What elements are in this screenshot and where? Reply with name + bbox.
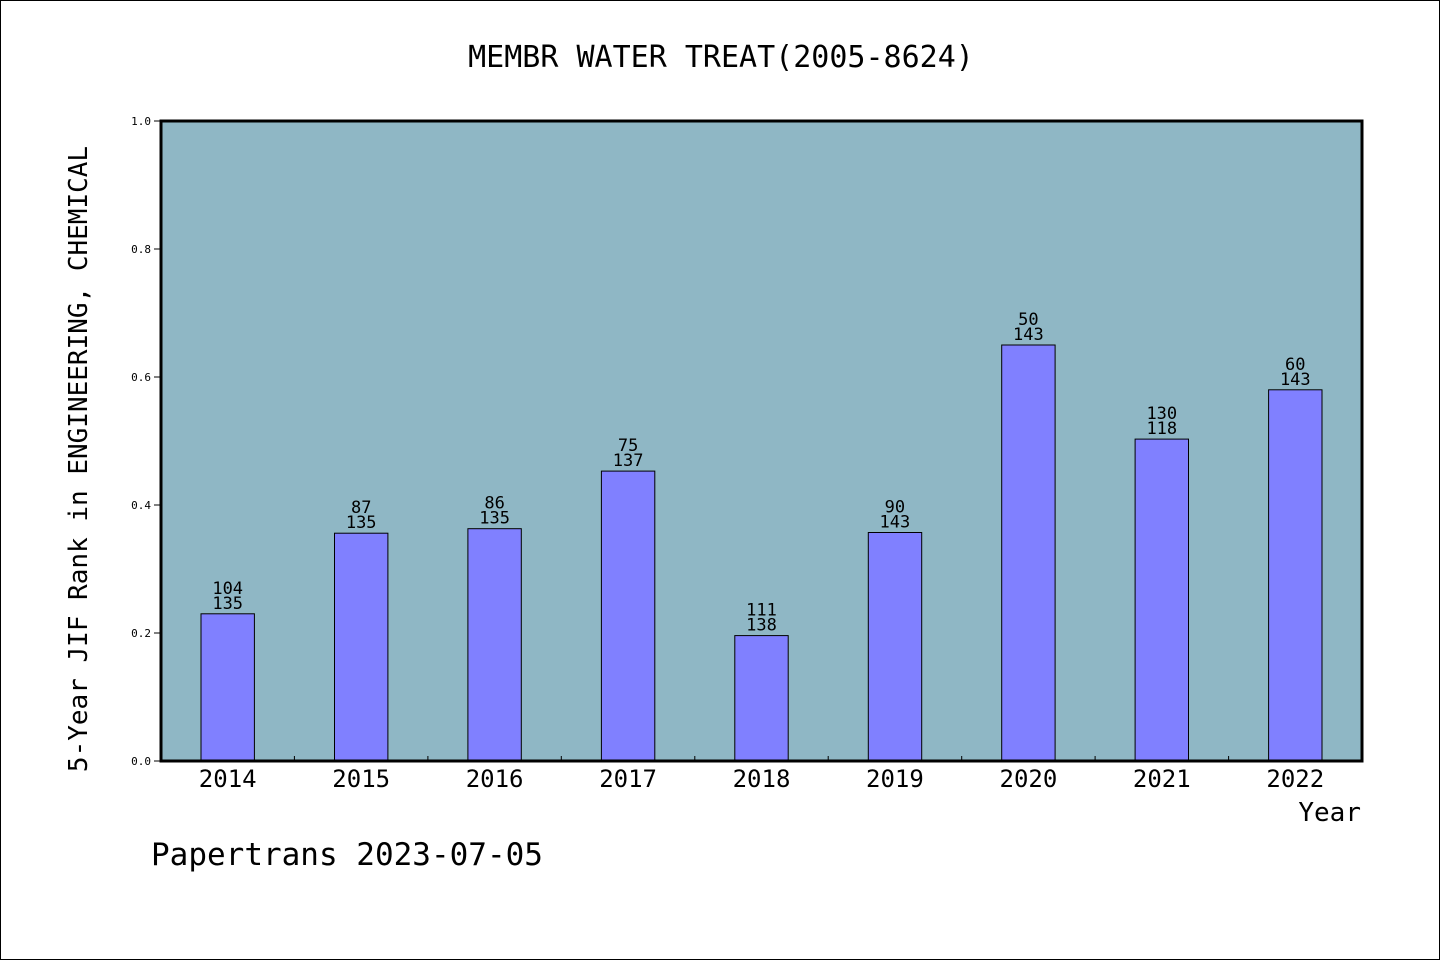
bar-rank-label: 50 bbox=[1018, 310, 1038, 330]
bar-2014 bbox=[200, 613, 255, 762]
x-tick-label: 2021 bbox=[1133, 765, 1191, 793]
y-tick-label: 0.8 bbox=[131, 243, 151, 256]
bar-rank-label: 86 bbox=[484, 494, 504, 514]
bar-2015 bbox=[334, 532, 389, 762]
bar-rank-label: 90 bbox=[885, 498, 905, 518]
x-tick-label: 2022 bbox=[1266, 765, 1324, 793]
x-tick-label: 2020 bbox=[1000, 765, 1058, 793]
bar-2021 bbox=[1134, 438, 1189, 762]
chart-title: MEMBR WATER TREAT(2005-8624) bbox=[468, 40, 974, 75]
bar-2016 bbox=[467, 528, 522, 762]
bars-group bbox=[200, 344, 1323, 762]
bar-total-label: 143 bbox=[1280, 370, 1311, 390]
y-tick-label: 0.4 bbox=[131, 499, 151, 512]
y-tick-label: 1.0 bbox=[131, 115, 151, 128]
bar-total-label: 135 bbox=[479, 509, 510, 529]
bar-rank-label: 87 bbox=[351, 498, 371, 518]
bar-total-label: 135 bbox=[212, 594, 243, 614]
bar-total-label: 138 bbox=[746, 616, 777, 636]
bar-total-label: 137 bbox=[613, 451, 644, 471]
bar-2019 bbox=[867, 532, 923, 762]
bar-total-label: 118 bbox=[1146, 419, 1177, 439]
x-axis-ticks: 2014 2015 2016 2017 2018 2019 2020 2021 2022 bbox=[199, 756, 1324, 793]
x-tick-label: 2017 bbox=[599, 765, 657, 793]
x-axis-label: Year bbox=[1298, 798, 1361, 828]
bar-labels-group: 1041358713586135751371111389014350143130… bbox=[212, 310, 1310, 636]
bar-rank-label: 130 bbox=[1146, 404, 1177, 424]
y-axis-label: 5-Year JIF Rank in ENGINEERING, CHEMICAL bbox=[64, 146, 94, 772]
y-tick-label: 0.0 bbox=[131, 755, 151, 768]
bar-2020 bbox=[1001, 344, 1056, 762]
bar-2022 bbox=[1268, 389, 1323, 762]
bar-total-label: 143 bbox=[1013, 325, 1044, 345]
bar-total-label: 135 bbox=[346, 513, 377, 533]
y-tick-label: 0.6 bbox=[131, 371, 151, 384]
bar-rank-label: 111 bbox=[746, 601, 777, 621]
x-tick-label: 2015 bbox=[332, 765, 390, 793]
x-tick-label: 2018 bbox=[733, 765, 791, 793]
y-tick-label: 0.2 bbox=[131, 627, 151, 640]
bar-2018 bbox=[734, 635, 789, 762]
bar-rank-label: 60 bbox=[1285, 355, 1305, 375]
x-tick-label: 2019 bbox=[866, 765, 924, 793]
y-axis-ticks: 0.0 0.2 0.4 0.6 0.8 1.0 bbox=[131, 115, 161, 768]
x-tick-label: 2016 bbox=[466, 765, 524, 793]
bar-2017 bbox=[600, 470, 656, 762]
bar-rank-label: 75 bbox=[618, 436, 638, 456]
x-tick-label: 2014 bbox=[199, 765, 257, 793]
bar-rank-label: 104 bbox=[212, 579, 243, 599]
footer-credit: Papertrans 2023-07-05 bbox=[151, 837, 543, 873]
bar-total-label: 143 bbox=[880, 513, 911, 533]
plot-border bbox=[159, 119, 1364, 763]
